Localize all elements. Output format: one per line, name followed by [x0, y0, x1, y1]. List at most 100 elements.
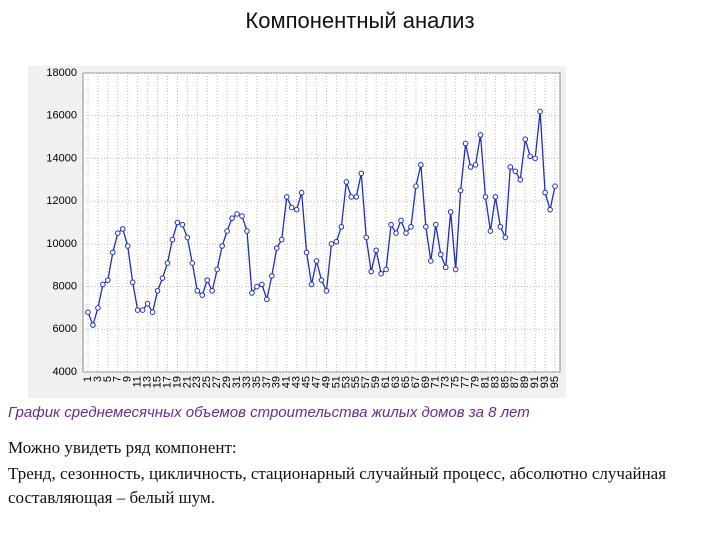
data-point — [323, 288, 330, 294]
data-point — [482, 194, 489, 200]
data-point — [95, 305, 101, 311]
y-tick-label: 6000 — [53, 323, 77, 335]
x-tick-label: 35 — [251, 376, 263, 388]
data-point — [169, 236, 176, 243]
data-point — [442, 264, 449, 271]
x-tick-label: 81 — [479, 376, 491, 388]
data-point — [313, 258, 320, 264]
x-tick-label: 5 — [102, 376, 114, 382]
data-point — [437, 251, 444, 258]
x-tick-label: 37 — [261, 376, 273, 388]
x-tick-label: 17 — [161, 376, 173, 388]
data-point — [144, 300, 151, 307]
data-point — [497, 223, 504, 230]
x-tick-label: 71 — [430, 376, 442, 388]
x-tick-label: 59 — [370, 376, 382, 388]
slide-title: Компонентный анализ — [245, 8, 475, 33]
data-point — [134, 307, 141, 313]
x-tick-label: 31 — [231, 376, 243, 388]
x-tick-label: 63 — [390, 376, 402, 388]
x-tick-label: 3 — [92, 376, 104, 382]
data-point — [239, 213, 245, 219]
data-point — [164, 260, 171, 266]
caption: График среднемесячных объемов строительс… — [8, 404, 530, 421]
data-point — [348, 194, 355, 200]
x-tick-label: 91 — [529, 376, 541, 388]
y-tick-label: 8000 — [53, 280, 77, 292]
data-point — [452, 266, 459, 273]
data-point — [413, 183, 419, 189]
data-point — [343, 179, 350, 185]
x-tick-label: 25 — [201, 376, 213, 388]
x-tick-label: 57 — [360, 376, 372, 388]
x-tick-label: 49 — [320, 376, 332, 388]
data-point — [114, 230, 121, 236]
data-point — [90, 322, 96, 328]
data-point — [189, 260, 196, 266]
data-point — [298, 189, 305, 196]
x-tick-label: 43 — [291, 376, 303, 388]
data-point — [363, 234, 370, 241]
data-point — [423, 223, 429, 230]
data-point — [184, 234, 191, 241]
data-point — [492, 194, 499, 200]
x-tick-label: 51 — [330, 376, 342, 388]
data-point — [472, 162, 479, 168]
data-point — [139, 307, 146, 313]
y-tick-label: 14000 — [46, 152, 77, 164]
y-tick-label: 10000 — [46, 238, 77, 250]
data-point — [124, 243, 131, 249]
x-tick-label: 47 — [310, 376, 322, 388]
data-point — [368, 268, 374, 275]
data-point — [432, 221, 439, 228]
data-point — [502, 234, 509, 241]
data-point — [154, 288, 161, 294]
data-point — [244, 228, 250, 234]
x-tick-label: 93 — [539, 376, 551, 388]
data-point — [517, 176, 524, 183]
y-tick-label: 16000 — [46, 110, 77, 122]
data-point — [522, 136, 529, 143]
x-tick-label: 19 — [171, 376, 183, 388]
data-point — [378, 270, 384, 277]
data-point — [398, 217, 404, 224]
x-tick-label: 83 — [489, 376, 501, 388]
data-point — [552, 183, 558, 189]
data-point — [159, 275, 166, 281]
x-tick-label: 89 — [519, 376, 531, 388]
data-point — [229, 215, 235, 222]
data-point — [219, 243, 225, 249]
data-point — [358, 170, 365, 177]
data-point — [512, 168, 519, 175]
data-point — [214, 266, 220, 273]
y-tick-label: 18000 — [46, 67, 77, 79]
data-point — [333, 238, 340, 245]
data-point — [249, 290, 255, 296]
data-point — [527, 153, 533, 160]
body-text: Можно увидеть ряд компонент: — [8, 438, 237, 457]
data-point — [269, 273, 275, 279]
data-point — [264, 296, 270, 303]
data-point — [388, 221, 394, 228]
data-point — [204, 277, 211, 283]
x-tick-label: 23 — [191, 376, 203, 388]
data-point — [259, 281, 265, 288]
data-point — [537, 108, 543, 115]
data-point — [318, 277, 325, 283]
data-point — [105, 277, 111, 283]
x-tick-label: 67 — [410, 376, 422, 388]
data-point — [393, 230, 399, 236]
data-point — [293, 206, 300, 213]
x-tick-label: 77 — [460, 376, 472, 388]
data-point — [308, 281, 315, 288]
data-point — [199, 292, 206, 298]
data-point — [353, 194, 360, 200]
data-point — [373, 247, 379, 254]
data-point — [288, 204, 295, 211]
data-point — [418, 162, 424, 168]
data-point — [273, 245, 280, 251]
y-tick-label: 12000 — [46, 195, 77, 207]
data-point — [457, 187, 464, 194]
data-point — [428, 258, 434, 264]
